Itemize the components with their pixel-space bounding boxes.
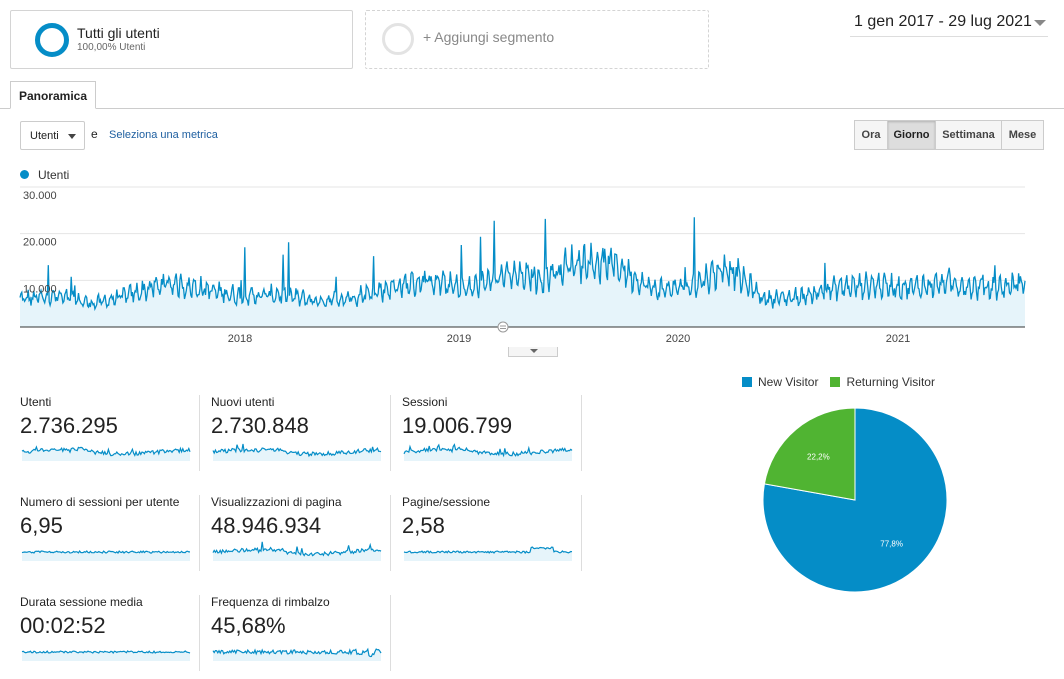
period-week-button[interactable]: Settimana xyxy=(935,120,1002,150)
y-tick-label: 20.000 xyxy=(23,237,57,249)
chevron-down-icon xyxy=(1034,20,1046,26)
sparkline-area xyxy=(22,551,190,561)
scorecard-value: 2.736.295 xyxy=(20,413,118,438)
scorecard-value: 00:02:52 xyxy=(20,613,106,638)
scorecard-label: Visualizzazioni di pagina xyxy=(211,495,342,509)
scorecard-value: 19.006.799 xyxy=(402,413,513,438)
scorecard-value: 6,95 xyxy=(20,513,63,538)
users-line xyxy=(19,217,1026,312)
x-tick-label: 2021 xyxy=(886,333,910,345)
divider xyxy=(199,395,200,471)
period-hour-button[interactable]: Ora xyxy=(854,120,888,150)
scorecard-sessions[interactable]: Sessioni 19.006.799 xyxy=(402,395,582,471)
scorecard-value: 45,68% xyxy=(211,613,286,638)
tab-overview[interactable]: Panoramica xyxy=(10,81,96,109)
scorecard-sparkline xyxy=(21,445,191,461)
sparkline-area xyxy=(404,444,572,461)
pie-label-returning: 22,2% xyxy=(807,452,830,461)
sparkline-line xyxy=(21,650,191,654)
visitor-pie-chart: 77,8% 22,2% xyxy=(762,407,948,593)
y-tick-label: 10.000 xyxy=(23,283,57,295)
add-segment-label: + Aggiungi segmento xyxy=(423,29,555,45)
scorecard-sparkline xyxy=(212,647,382,661)
sparkline-line xyxy=(403,443,573,458)
scorecard-sparkline xyxy=(212,443,382,461)
period-month-button[interactable]: Mese xyxy=(1001,120,1044,150)
scorecard-label: Sessioni xyxy=(402,395,448,409)
users-line-chart: 10.000 20.000 30.000 2018 2019 2020 2021 xyxy=(19,186,1026,345)
period-day-button[interactable]: Giorno xyxy=(887,120,936,150)
scorecard-bounce-rate[interactable]: Frequenza di rimbalzo 45,68% xyxy=(211,595,391,671)
add-segment-button[interactable]: + Aggiungi segmento xyxy=(365,10,709,69)
metric-select[interactable]: Utenti xyxy=(20,121,85,150)
sparkline-line xyxy=(403,546,573,554)
scorecard-users[interactable]: Utenti 2.736.295 xyxy=(20,395,200,471)
tab-divider xyxy=(0,108,1064,109)
y-tick-label: 30.000 xyxy=(23,190,57,202)
legend-returning-visitor[interactable]: Returning Visitor xyxy=(846,375,935,389)
scorecard-label: Pagine/sessione xyxy=(402,495,491,509)
date-range-text: 1 gen 2017 - 29 lug 2021 xyxy=(854,13,1032,30)
sparkline-line xyxy=(212,541,382,557)
chevron-down-icon xyxy=(68,134,76,139)
scorecard-value: 2.730.848 xyxy=(211,413,309,438)
divider xyxy=(199,595,200,671)
sparkline-line xyxy=(21,445,191,457)
legend-new-visitor[interactable]: New Visitor xyxy=(758,375,819,389)
sparkline-area xyxy=(213,541,381,561)
scorecard-value: 48.946.934 xyxy=(211,513,322,538)
sparkline-area xyxy=(22,447,190,461)
sparkline-line xyxy=(212,443,382,458)
and-label: e xyxy=(91,127,98,141)
scorecard-label: Durata sessione media xyxy=(20,595,143,609)
scorecard-sparkline xyxy=(21,549,190,561)
pie-legend: New Visitor Returning Visitor xyxy=(742,375,935,389)
chart-legend-label: Utenti xyxy=(38,168,70,182)
scorecard-value: 2,58 xyxy=(402,513,445,538)
empty-segment-ring-icon xyxy=(382,23,414,55)
divider xyxy=(199,495,200,571)
segment-title: Tutti gli utenti xyxy=(77,25,160,41)
scorecard-pageviews[interactable]: Visualizzazioni di pagina 48.946.934 xyxy=(211,495,391,571)
x-tick-label: 2020 xyxy=(666,333,690,345)
date-range-picker[interactable]: 1 gen 2017 - 29 lug 2021 xyxy=(850,12,1048,37)
scorecard-label: Frequenza di rimbalzo xyxy=(211,595,330,609)
sparkline-area xyxy=(213,444,381,461)
scorecard-sessions-per-user[interactable]: Numero di sessioni per utente 6,95 xyxy=(20,495,200,571)
segment-ring-icon xyxy=(35,23,69,57)
scorecard-sparkline xyxy=(403,546,573,561)
annotation-icon[interactable] xyxy=(497,321,509,333)
scorecard-sparkline xyxy=(403,443,573,461)
divider xyxy=(390,395,391,471)
segment-subtitle: 100,00% Utenti xyxy=(77,42,146,53)
scorecard-label: Nuovi utenti xyxy=(211,395,275,409)
pie-slice-new-visitor[interactable] xyxy=(762,407,948,593)
select-metric-link[interactable]: Seleziona una metrica xyxy=(109,129,218,141)
scorecard-avg-session-duration[interactable]: Durata sessione media 00:02:52 xyxy=(20,595,200,671)
pie-label-new: 77,8% xyxy=(880,540,903,549)
segment-all-users[interactable]: Tutti gli utenti 100,00% Utenti xyxy=(10,10,353,69)
period-toggle: Ora Giorno Settimana Mese xyxy=(854,120,1044,150)
x-tick-label: 2018 xyxy=(228,333,252,345)
pie-slice-returning-visitor[interactable] xyxy=(763,407,856,501)
scorecard-sparkline xyxy=(21,650,191,661)
scorecard-pages-per-session[interactable]: Pagine/sessione 2,58 xyxy=(402,495,582,571)
x-tick-label: 2019 xyxy=(447,333,471,345)
divider xyxy=(581,395,582,471)
divider xyxy=(390,495,391,571)
sparkline-line xyxy=(21,549,190,554)
scorecard-label: Numero di sessioni per utente xyxy=(20,495,180,509)
scorecard-label: Utenti xyxy=(20,395,52,409)
metric-select-label: Utenti xyxy=(30,130,59,142)
sparkline-line xyxy=(212,647,382,658)
sparkline-area xyxy=(404,547,572,561)
divider xyxy=(390,595,391,671)
divider xyxy=(581,495,582,571)
legend-swatch-returning xyxy=(830,377,841,387)
legend-swatch-new xyxy=(742,377,752,387)
scorecard-new-users[interactable]: Nuovi utenti 2.730.848 xyxy=(211,395,391,471)
legend-dot-icon xyxy=(20,170,29,179)
scorecard-sparkline xyxy=(212,541,382,561)
collapse-chart-button[interactable] xyxy=(508,347,558,357)
